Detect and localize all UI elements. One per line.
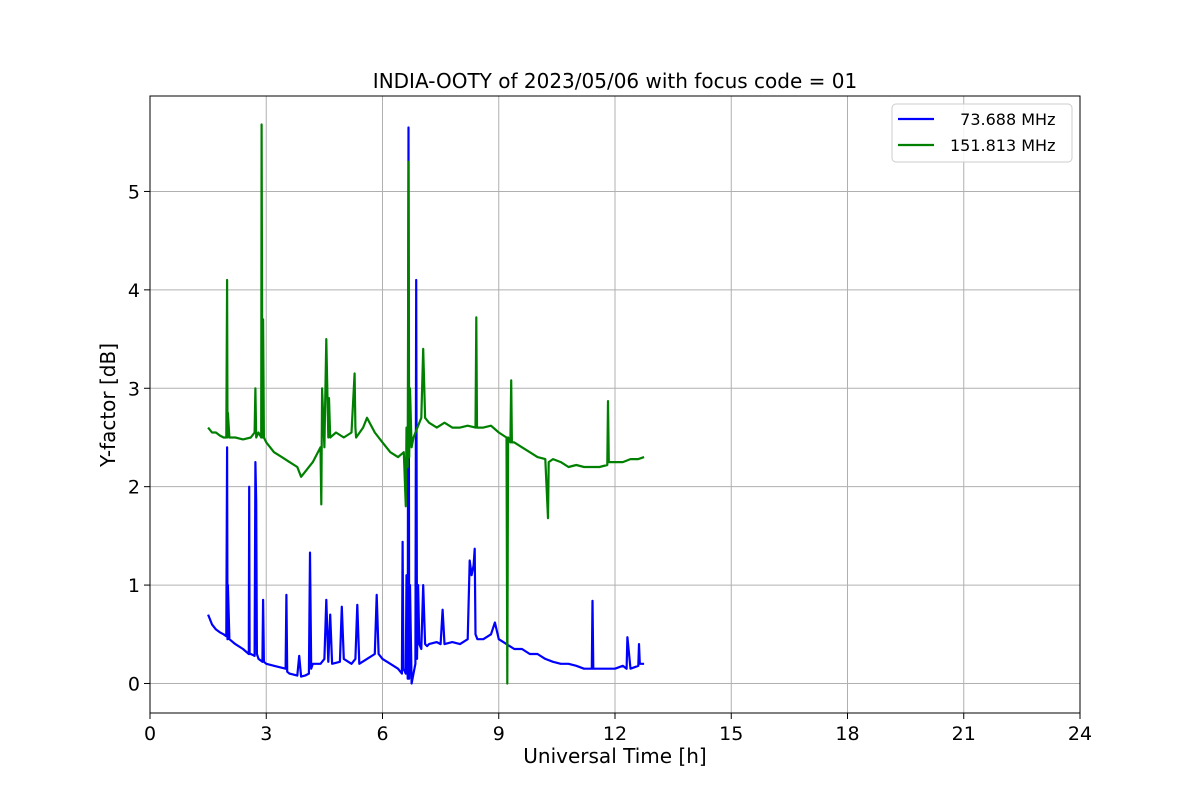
y-tick-label: 3 <box>128 378 140 400</box>
legend-label-0: 73.688 MHz <box>950 110 1055 129</box>
x-tick-label: 9 <box>493 723 505 745</box>
y-tick-label: 1 <box>128 575 140 597</box>
series-line-1 <box>207 123 645 685</box>
series-line-0 <box>207 126 645 685</box>
x-ticks: 0 3 6 9 12 15 18 21 24 <box>144 713 1092 745</box>
legend-box <box>891 103 1073 163</box>
x-tick-label: 15 <box>719 723 743 745</box>
chart-title: INDIA-OOTY of 2023/05/06 with focus code… <box>373 69 857 93</box>
x-tick-label: 24 <box>1068 723 1092 745</box>
x-axis-title: Universal Time [h] <box>523 744 706 768</box>
legend-label-1: 151.813 MHz <box>950 136 1055 155</box>
y-tick-label: 2 <box>128 477 140 499</box>
x-tick-label: 3 <box>260 723 272 745</box>
series-layer <box>207 123 645 685</box>
x-tick-label: 0 <box>144 723 156 745</box>
y-tick-label: 0 <box>128 673 140 695</box>
x-tick-label: 18 <box>835 723 859 745</box>
y-axis-title: Y-factor [dB] <box>96 343 120 468</box>
x-tick-label: 6 <box>376 723 388 745</box>
x-tick-label: 21 <box>952 723 976 745</box>
y-tick-label: 4 <box>128 280 140 302</box>
y-tick-label: 5 <box>128 181 140 203</box>
x-tick-label: 12 <box>603 723 627 745</box>
y-ticks: 0 1 2 3 4 5 <box>128 181 150 695</box>
legend: 73.688 MHz 151.813 MHz <box>891 103 1073 163</box>
